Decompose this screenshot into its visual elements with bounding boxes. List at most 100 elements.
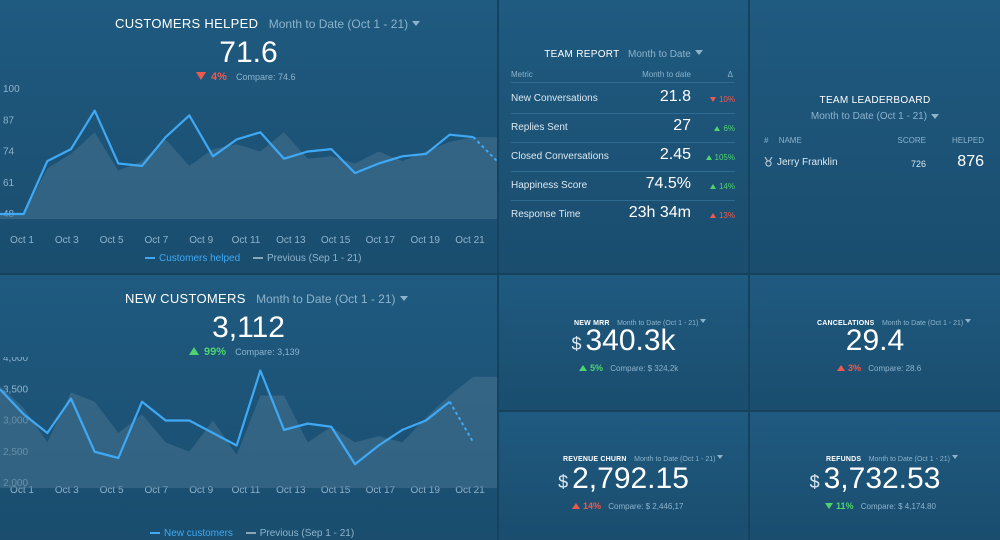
chevron-down-icon[interactable] <box>694 50 703 56</box>
x-tick-label: Oct 11 <box>232 235 261 246</box>
compare-text: Compare: $ 2,446,17 <box>608 502 684 511</box>
team-report-header: TEAM REPORT Month to Date <box>499 44 748 62</box>
revenue-churn-value-row: $2,792.15 <box>499 462 748 496</box>
legend-previous-label[interactable]: Previous (Sep 1 - 21) <box>259 528 355 539</box>
row-metric: Replies Sent <box>511 122 568 133</box>
row-value: 2.45 <box>659 146 691 163</box>
row-change: 10% <box>709 95 735 104</box>
cancelations-value-row: 29.4 <box>750 324 1000 358</box>
new-mrr-value-row: $340.3k <box>499 324 748 358</box>
legend-previous-label[interactable]: Previous (Sep 1 - 21) <box>266 253 362 264</box>
refunds-title: REFUNDS <box>826 456 862 463</box>
new-mrr-title: NEW MRR <box>574 320 610 327</box>
customers-helped-legend: Customers helped Previous (Sep 1 - 21) <box>145 253 361 264</box>
chevron-down-icon[interactable] <box>717 454 724 459</box>
new-mrr-period[interactable]: Month to Date (Oct 1 - 21) <box>617 320 699 327</box>
new-customers-panel: NEW CUSTOMERS Month to Date (Oct 1 - 21)… <box>0 275 497 540</box>
new-customers-period[interactable]: Month to Date (Oct 1 - 21) <box>256 292 396 306</box>
chevron-down-icon[interactable] <box>700 318 707 323</box>
row-change: 105% <box>705 153 735 162</box>
team-report-panel: TEAM REPORT Month to Date Metric Month t… <box>499 0 748 273</box>
medal-icon <box>764 157 773 167</box>
new-mrr-change: 5% Compare: $ 324,2k <box>579 363 678 373</box>
leaderboard-row[interactable]: Jerry Franklin 726 876 <box>764 152 986 172</box>
revenue-churn-title: REVENUE CHURN <box>563 456 627 463</box>
refunds-change: 11% Compare: $ 4,174.80 <box>825 501 936 511</box>
x-tick-label: Oct 13 <box>276 235 306 246</box>
legend-previous-swatch <box>252 257 263 260</box>
x-tick-label: Oct 17 <box>366 235 396 246</box>
y-tick-label: 87 <box>3 115 15 126</box>
row-value: 23h 34m <box>628 204 691 221</box>
change-percent: 3% <box>848 363 862 373</box>
row-value: 27 <box>673 117 691 134</box>
change-percent: 4% <box>211 71 227 83</box>
row-metric: Response Time <box>511 209 581 220</box>
chevron-down-icon[interactable] <box>399 296 408 302</box>
row-name: Jerry Franklin <box>777 157 838 168</box>
refunds-panel: REFUNDS Month to Date (Oct 1 - 21) $3,73… <box>750 412 1000 540</box>
chevron-down-icon[interactable] <box>965 318 972 323</box>
legend-current-swatch <box>145 257 155 260</box>
customers-helped-period[interactable]: Month to Date (Oct 1 - 21) <box>268 17 409 31</box>
y-tick-label: 61 <box>3 178 15 189</box>
x-tick-label: Oct 21 <box>455 235 485 246</box>
previous-series-area <box>0 376 497 488</box>
row-value: 74.5% <box>645 175 691 192</box>
current-series-line[interactable] <box>0 109 474 216</box>
cancelations-panel: CANCELATIONS Month to Date (Oct 1 - 21) … <box>750 275 1000 410</box>
compare-text: Compare: 3,139 <box>235 347 300 357</box>
x-tick-label: Oct 5 <box>100 485 124 496</box>
new-customers-value: 3,112 <box>212 311 285 344</box>
arrow-up-icon <box>709 184 716 189</box>
refunds-value: 3,732.53 <box>823 462 941 495</box>
arrow-down-icon <box>709 97 716 102</box>
current-series-line[interactable] <box>0 369 451 466</box>
arrow-down-icon <box>825 503 833 509</box>
cancelations-title: CANCELATIONS <box>817 320 875 327</box>
leaderboard-period[interactable]: Month to Date (Oct 1 - 21) <box>750 111 1000 122</box>
team-report-row: Happiness Score 74.5% 14% <box>511 171 735 201</box>
refunds-header: REFUNDS Month to Date (Oct 1 - 21) <box>826 448 959 466</box>
refunds-period[interactable]: Month to Date (Oct 1 - 21) <box>868 456 951 463</box>
revenue-churn-period[interactable]: Month to Date (Oct 1 - 21) <box>634 456 716 463</box>
chevron-down-icon[interactable] <box>931 113 940 119</box>
arrow-down-icon <box>196 72 206 80</box>
revenue-churn-change: 14% Compare: $ 2,446,17 <box>572 501 683 511</box>
row-value: 21.8 <box>659 88 691 105</box>
customers-helped-title: CUSTOMERS HELPED <box>115 16 259 31</box>
col-name: NAME <box>778 136 802 145</box>
x-tick-label: Oct 19 <box>410 235 440 246</box>
cancelations-value: 29.4 <box>845 324 905 357</box>
team-report-col-headers: Metric Month to date Δ <box>511 70 735 79</box>
x-tick-label: Oct 15 <box>321 485 351 496</box>
legend-current-label[interactable]: Customers helped <box>159 253 241 264</box>
cancelations-header: CANCELATIONS Month to Date (Oct 1 - 21) <box>817 312 972 330</box>
x-tick-label: Oct 19 <box>410 485 440 496</box>
arrow-up-icon <box>714 126 721 131</box>
cancelations-period[interactable]: Month to Date (Oct 1 - 21) <box>881 320 964 327</box>
customers-helped-panel: CUSTOMERS HELPED Month to Date (Oct 1 - … <box>0 0 497 273</box>
revenue-churn-panel: REVENUE CHURN Month to Date (Oct 1 - 21)… <box>499 412 748 540</box>
row-change: 14% <box>709 182 735 191</box>
team-report-period[interactable]: Month to Date <box>628 49 691 60</box>
col-helped: HELPED <box>951 136 984 145</box>
arrow-up-icon <box>579 365 587 371</box>
change-percent: 14% <box>583 501 602 511</box>
revenue-churn-value: 2,792.15 <box>572 462 689 495</box>
x-tick-label: Oct 7 <box>144 235 168 246</box>
x-tick-label: Oct 3 <box>55 485 79 496</box>
revenue-churn-header: REVENUE CHURN Month to Date (Oct 1 - 21) <box>563 448 724 466</box>
x-tick-label: Oct 9 <box>189 485 213 496</box>
x-tick-label: Oct 1 <box>10 235 34 246</box>
y-tick-label: 3,500 <box>3 384 28 395</box>
legend-current-label[interactable]: New customers <box>164 528 233 539</box>
chevron-down-icon[interactable] <box>412 21 421 27</box>
chevron-down-icon[interactable] <box>952 454 959 459</box>
x-tick-label: Oct 13 <box>276 485 306 496</box>
compare-text: Compare: $ 324,2k <box>610 364 679 373</box>
change-percent: 5% <box>590 363 604 373</box>
team-report-title: TEAM REPORT <box>544 49 620 60</box>
x-tick-label: Oct 1 <box>10 485 34 496</box>
